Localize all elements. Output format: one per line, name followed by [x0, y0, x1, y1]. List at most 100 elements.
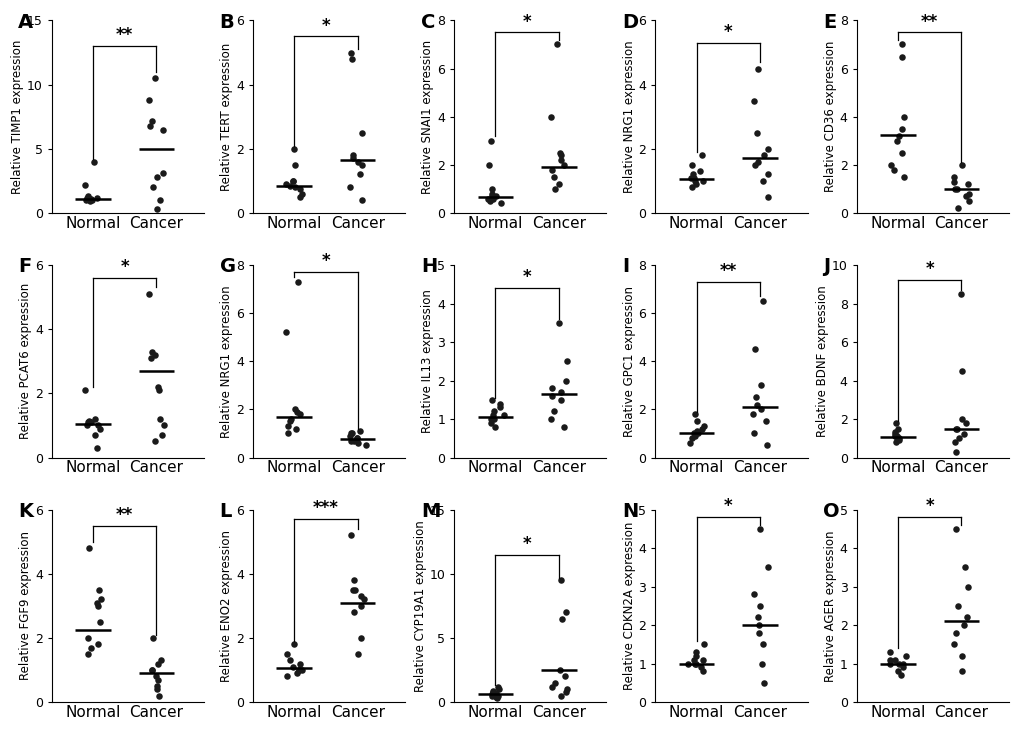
- Point: [485, 409, 501, 421]
- Y-axis label: Relative AGER expression: Relative AGER expression: [823, 530, 836, 681]
- Point: [491, 683, 507, 695]
- Text: *: *: [321, 17, 330, 34]
- Point: [947, 446, 963, 458]
- Point: [953, 159, 969, 170]
- Text: *: *: [723, 497, 732, 515]
- Point: [278, 327, 294, 338]
- Point: [480, 159, 496, 170]
- Point: [141, 288, 157, 300]
- Point: [81, 414, 97, 426]
- Point: [353, 632, 369, 644]
- Point: [344, 584, 361, 596]
- Point: [341, 181, 358, 193]
- Point: [750, 619, 766, 631]
- Point: [956, 561, 972, 573]
- Point: [483, 413, 499, 425]
- Point: [149, 681, 165, 692]
- Point: [345, 435, 362, 447]
- Point: [689, 425, 705, 437]
- Point: [687, 175, 703, 186]
- Point: [483, 135, 499, 147]
- Point: [887, 436, 903, 448]
- Y-axis label: Relative BDNF expression: Relative BDNF expression: [815, 285, 828, 437]
- Text: F: F: [18, 257, 32, 276]
- Point: [483, 689, 499, 700]
- Point: [694, 665, 710, 677]
- Point: [680, 658, 696, 670]
- Text: *: *: [924, 497, 933, 515]
- Point: [543, 382, 559, 394]
- Point: [147, 349, 163, 360]
- Point: [684, 433, 700, 444]
- Point: [890, 130, 906, 142]
- Point: [293, 188, 310, 200]
- Y-axis label: Relative IL13 expression: Relative IL13 expression: [421, 289, 434, 433]
- Point: [485, 413, 501, 425]
- Point: [288, 406, 305, 417]
- Point: [350, 648, 366, 660]
- Point: [281, 654, 298, 666]
- Point: [278, 648, 294, 660]
- Point: [287, 423, 304, 434]
- Point: [555, 421, 572, 433]
- Point: [688, 416, 704, 428]
- Point: [555, 159, 572, 170]
- Point: [147, 72, 163, 84]
- Point: [886, 654, 902, 666]
- Point: [753, 658, 769, 670]
- Point: [552, 690, 569, 702]
- Point: [149, 203, 165, 215]
- Point: [754, 175, 770, 186]
- Point: [957, 190, 973, 202]
- Point: [484, 188, 500, 200]
- Point: [754, 295, 770, 307]
- Point: [685, 172, 701, 183]
- Point: [749, 612, 765, 624]
- Point: [689, 428, 705, 439]
- Point: [83, 196, 99, 208]
- Point: [748, 127, 764, 139]
- Point: [286, 181, 303, 193]
- Text: *: *: [321, 252, 330, 270]
- Point: [482, 417, 498, 428]
- Point: [755, 149, 771, 161]
- Point: [346, 584, 363, 596]
- Point: [954, 650, 970, 662]
- Point: [290, 664, 307, 676]
- Point: [353, 591, 369, 602]
- Y-axis label: Relative TIMP1 expression: Relative TIMP1 expression: [11, 39, 24, 194]
- Point: [492, 197, 508, 209]
- Text: O: O: [822, 502, 839, 521]
- Point: [745, 588, 761, 600]
- Point: [487, 421, 503, 433]
- Point: [547, 183, 564, 194]
- Point: [82, 194, 98, 205]
- Point: [881, 159, 898, 170]
- Text: C: C: [421, 12, 435, 31]
- Point: [552, 394, 569, 406]
- Point: [281, 180, 298, 192]
- Point: [947, 436, 963, 448]
- Point: [152, 413, 168, 425]
- Point: [144, 115, 160, 126]
- Point: [749, 156, 765, 167]
- Point: [759, 169, 775, 181]
- Point: [683, 172, 699, 183]
- Point: [291, 183, 308, 194]
- Point: [752, 379, 768, 391]
- Point: [144, 664, 160, 676]
- Point: [289, 276, 306, 288]
- Point: [147, 436, 163, 447]
- Point: [286, 404, 303, 415]
- Point: [953, 665, 969, 677]
- Point: [141, 94, 157, 106]
- Point: [284, 175, 301, 186]
- Point: [145, 632, 161, 644]
- Point: [485, 406, 501, 417]
- Point: [895, 111, 911, 123]
- Point: [342, 47, 359, 58]
- Point: [144, 352, 160, 364]
- Y-axis label: Relative NRG1 expression: Relative NRG1 expression: [220, 285, 233, 438]
- Text: ***: ***: [313, 499, 338, 518]
- Point: [278, 670, 294, 682]
